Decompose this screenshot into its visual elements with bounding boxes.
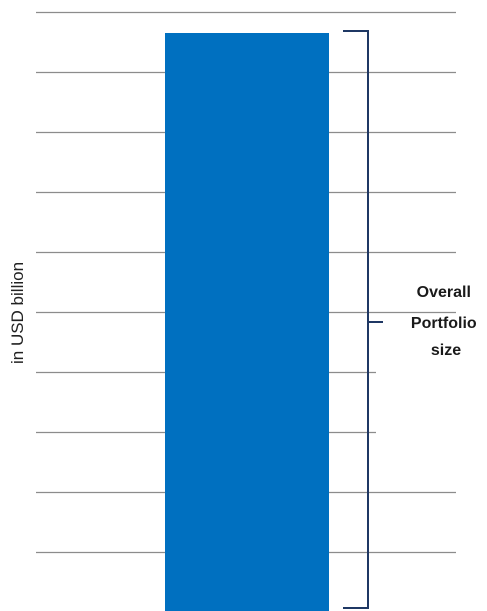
annotation-line-3: size xyxy=(431,342,461,359)
annotation-line-1: Overall xyxy=(417,284,471,301)
bar xyxy=(165,33,329,611)
overall-portfolio-size-annotation: Overall Portfolio size xyxy=(411,284,481,359)
y-axis-label: in USD billion xyxy=(8,262,27,364)
bars xyxy=(165,33,329,611)
annotation-line-2: Portfolio xyxy=(411,315,477,332)
portfolio-bracket xyxy=(343,30,383,609)
